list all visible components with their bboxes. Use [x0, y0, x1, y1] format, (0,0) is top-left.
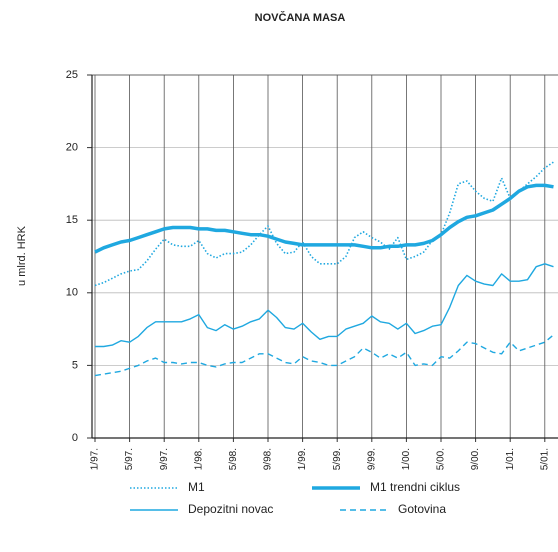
series-line [95, 263, 554, 348]
x-tick-label: 5/01. [539, 448, 550, 470]
x-tick-label: 5/00. [436, 448, 447, 470]
x-tick-label: 1/98. [193, 448, 204, 470]
x-tick-label: 5/98. [228, 448, 239, 470]
x-tick-label: 9/00. [470, 448, 481, 470]
y-tick-label: 10 [66, 287, 78, 299]
x-tick-label: 5/99. [332, 448, 343, 470]
y-axis-label: u mlrd. HRK [16, 225, 28, 286]
x-tick-label: 1/97. [90, 448, 101, 470]
x-tick-label: 1/00. [401, 448, 412, 470]
x-tick-label: 9/99. [366, 448, 377, 470]
x-tick-label: 1/01. [505, 448, 516, 470]
legend-label: M1 trendni ciklus [370, 480, 460, 494]
legend-label: M1 [188, 480, 205, 494]
y-tick-label: 25 [66, 69, 78, 81]
legend-label: Depozitni novac [188, 502, 273, 516]
x-tick-label: 1/99. [297, 448, 308, 470]
legend-label: Gotovina [398, 502, 446, 516]
chart-title: NOVČANA MASA [255, 11, 346, 24]
x-tick-label: 5/97. [124, 448, 135, 470]
y-tick-label: 15 [66, 214, 78, 226]
y-tick-label: 20 [66, 142, 78, 154]
y-tick-label: 5 [72, 359, 78, 371]
series-line [94, 161, 554, 287]
y-tick-label: 0 [72, 432, 78, 444]
series-line [94, 334, 554, 377]
series-line [94, 183, 554, 254]
x-tick-label: 9/98. [263, 448, 274, 470]
x-tick-label: 9/97. [159, 448, 170, 470]
